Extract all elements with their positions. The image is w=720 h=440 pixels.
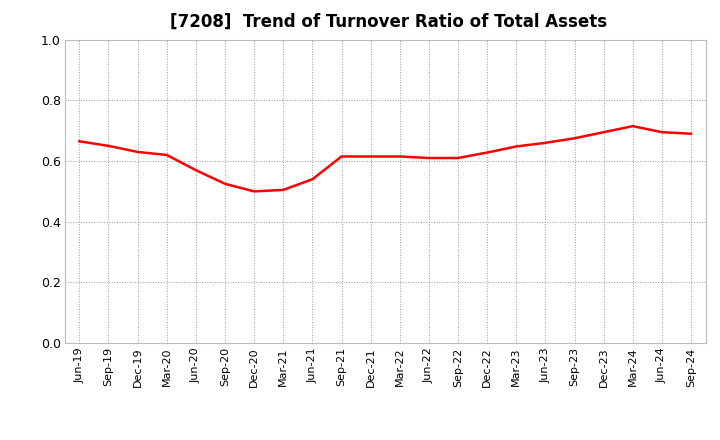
Text: [7208]  Trend of Turnover Ratio of Total Assets: [7208] Trend of Turnover Ratio of Total …	[170, 13, 608, 31]
